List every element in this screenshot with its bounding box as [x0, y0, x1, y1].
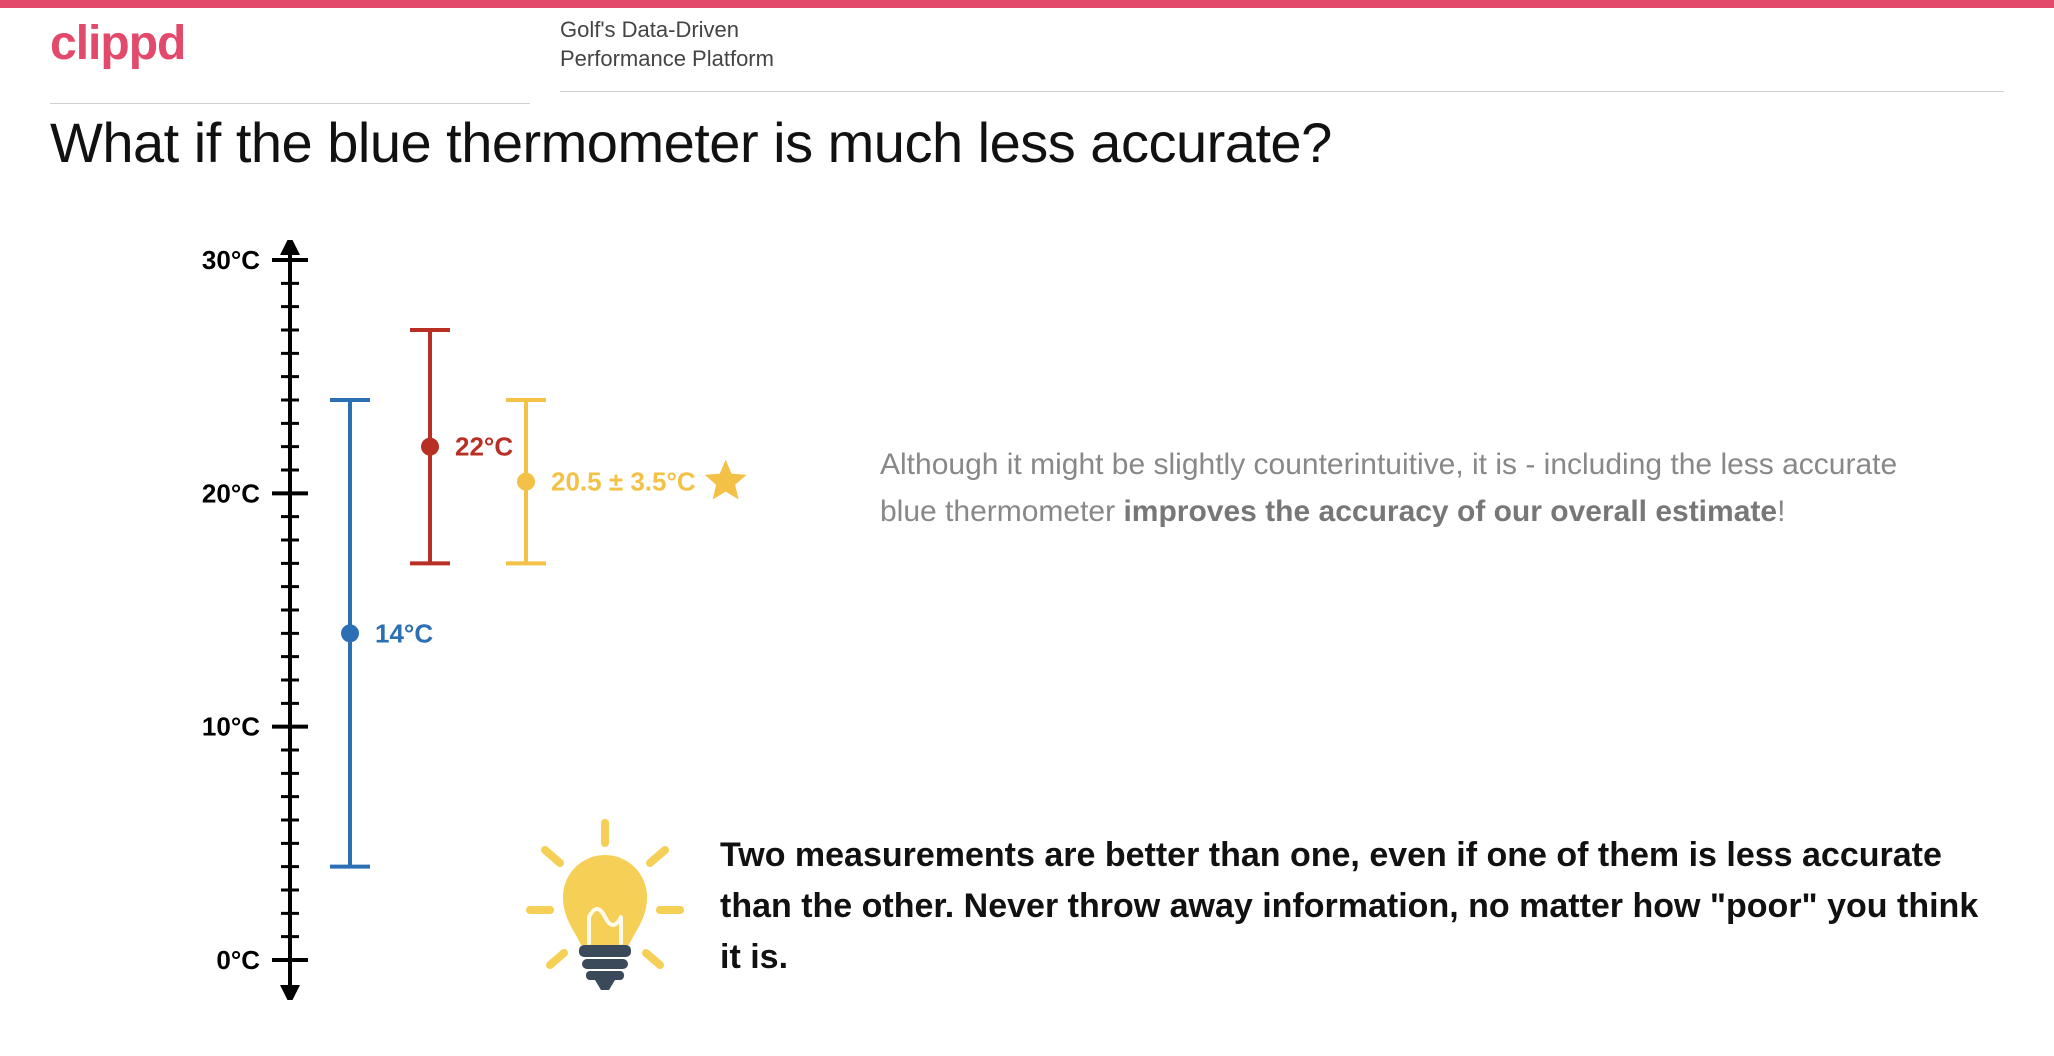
explanation-post: !: [1777, 495, 1785, 528]
slide-root: clippd Golf's Data-Driven Performance Pl…: [0, 0, 2054, 1056]
logo-block: clippd: [50, 16, 530, 104]
svg-text:20.5 ± 3.5°C: 20.5 ± 3.5°C: [551, 467, 696, 497]
svg-text:22°C: 22°C: [455, 432, 513, 462]
svg-text:0°C: 0°C: [216, 945, 260, 975]
svg-text:10°C: 10°C: [202, 712, 260, 742]
svg-text:30°C: 30°C: [202, 245, 260, 275]
conclusion-text: Two measurements are better than one, ev…: [720, 830, 1980, 983]
svg-text:14°C: 14°C: [375, 618, 433, 648]
svg-text:20°C: 20°C: [202, 478, 260, 508]
lightbulb-icon: [520, 815, 690, 1010]
slide-title: What if the blue thermometer is much les…: [50, 110, 1332, 175]
accent-topbar: [0, 0, 2054, 8]
brand-logo-text: clippd: [50, 16, 185, 71]
tagline-line1: Golf's Data-Driven: [560, 16, 2004, 45]
star-icon: [705, 460, 747, 500]
tagline-line2: Performance Platform: [560, 45, 2004, 74]
tagline: Golf's Data-Driven Performance Platform: [560, 16, 2004, 92]
brand-logo: clippd: [50, 16, 530, 71]
explanation-text: Although it might be slightly counterint…: [880, 442, 1960, 535]
explanation-bold: improves the accuracy of our overall est…: [1123, 495, 1777, 528]
lightbulb-svg: [520, 815, 690, 1005]
header: clippd Golf's Data-Driven Performance Pl…: [50, 16, 2004, 86]
